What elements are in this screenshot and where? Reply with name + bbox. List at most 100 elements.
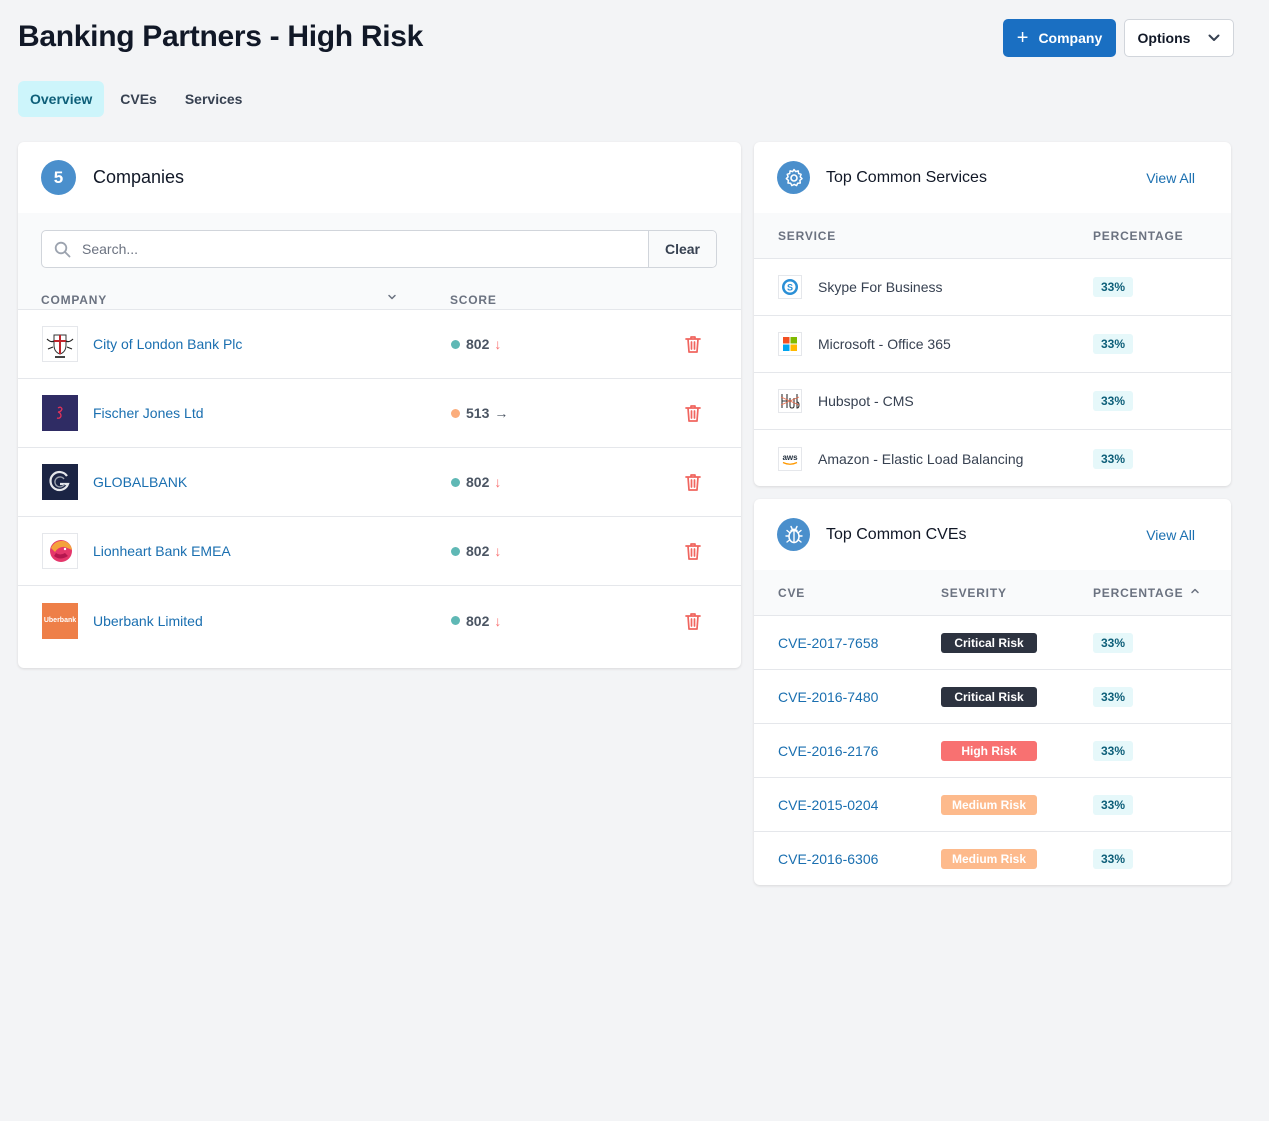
company-row: Uberbank Uberbank Limited 802 ↓ — [18, 586, 741, 655]
uberbank-logo: Uberbank — [42, 602, 78, 639]
column-header-score[interactable]: SCORE — [450, 293, 497, 307]
services-title: Top Common Services — [826, 168, 987, 186]
search-box: Clear — [41, 230, 717, 268]
companies-title: Companies — [93, 167, 185, 187]
skype-logo: S — [778, 275, 802, 299]
company-score: 802 ↓ — [451, 613, 501, 629]
column-header-company[interactable]: COMPANY — [41, 293, 108, 307]
trash-icon[interactable] — [683, 472, 703, 492]
score-status-dot — [451, 408, 460, 418]
cves-column-header: CVE SEVERITY PERCENTAGE — [754, 570, 1231, 616]
cve-id-link[interactable]: CVE-2016-7480 — [778, 688, 879, 705]
service-name: Hubspot - CMS — [818, 393, 914, 409]
cve-id-link[interactable]: CVE-2017-7658 — [778, 634, 879, 651]
score-status-dot — [451, 616, 460, 625]
trash-icon[interactable] — [683, 611, 703, 631]
service-row: S Skype For Business 33% — [754, 259, 1231, 316]
column-header-severity: SEVERITY — [941, 586, 1007, 600]
plus-icon: + — [1016, 27, 1029, 49]
percentage-badge: 33% — [1093, 334, 1134, 354]
score-status-dot — [451, 546, 460, 556]
chevron-up-icon[interactable] — [1190, 586, 1200, 596]
score-value: 802 — [466, 336, 490, 352]
service-name: Amazon - Elastic Load Balancing — [818, 450, 1024, 467]
tab-cves[interactable]: CVEs — [120, 91, 157, 107]
percentage-badge: 33% — [1093, 794, 1134, 815]
company-name-link[interactable]: GLOBALBANK — [93, 474, 188, 490]
severity-badge: High Risk — [941, 740, 1037, 761]
options-button[interactable]: Options — [1124, 19, 1234, 57]
aws-logo: aws — [778, 446, 802, 471]
top-services-card: Top Common Services View All SERVICE PER… — [754, 142, 1231, 486]
gear-icon — [777, 161, 810, 194]
arrow-down-icon: ↓ — [494, 543, 502, 559]
severity-badge: Medium Risk — [941, 849, 1037, 869]
search-input[interactable] — [82, 231, 648, 267]
tab-overview[interactable]: Overview — [18, 81, 105, 117]
cve-id-link[interactable]: CVE-2016-6306 — [778, 851, 879, 867]
clear-button[interactable]: Clear — [648, 231, 716, 267]
score-value: 513 — [466, 405, 490, 421]
score-value: 802 — [466, 543, 490, 559]
cve-row: CVE-2016-2176 High Risk 33% — [754, 724, 1231, 778]
globalbank-logo — [42, 464, 78, 500]
arrow-down-icon: ↓ — [494, 336, 502, 352]
services-column-header: SERVICE PERCENTAGE — [754, 213, 1231, 259]
severity-badge: Medium Risk — [941, 794, 1037, 815]
search-icon — [42, 241, 82, 258]
trash-icon[interactable] — [683, 334, 703, 354]
companies-search-area: Clear COMPANY SCORE — [18, 213, 741, 310]
company-row: GLOBALBANK 802 ↓ — [18, 448, 741, 517]
trash-icon[interactable] — [683, 541, 703, 561]
score-status-dot — [451, 477, 460, 487]
tab-bar: Overview CVEs Services — [18, 81, 258, 117]
column-header-percentage: PERCENTAGE — [1093, 229, 1184, 243]
companies-count-badge: 5 — [41, 160, 76, 195]
company-name-link[interactable]: Lionheart Bank EMEA — [93, 543, 231, 559]
services-header: Top Common Services View All — [754, 142, 1231, 213]
fischer-jones-logo — [42, 395, 78, 431]
percentage-badge: 33% — [1093, 632, 1134, 653]
service-row: Microsoft - Office 365 33% — [754, 316, 1231, 373]
severity-badge: Critical Risk — [941, 632, 1037, 653]
arrow-down-icon: ↓ — [494, 612, 502, 629]
percentage-badge: 33% — [1093, 849, 1134, 869]
percentage-badge: 33% — [1093, 740, 1134, 761]
chevron-down-icon — [1208, 34, 1220, 41]
severity-badge: Critical Risk — [941, 686, 1037, 707]
cve-row: CVE-2016-6306 Medium Risk 33% — [754, 832, 1231, 885]
company-name-link[interactable]: Fischer Jones Ltd — [93, 405, 204, 421]
score-value: 802 — [466, 474, 490, 490]
cve-row: CVE-2016-7480 Critical Risk 33% — [754, 670, 1231, 724]
company-row: Fischer Jones Ltd 513 → — [18, 379, 741, 448]
hubspot-logo — [778, 389, 802, 413]
company-score: 802 ↓ — [451, 474, 501, 490]
microsoft-logo — [778, 332, 802, 356]
percentage-badge: 33% — [1093, 277, 1134, 297]
company-score: 802 ↓ — [451, 336, 501, 352]
cves-view-all-link[interactable]: View All — [1146, 526, 1195, 543]
add-company-button[interactable]: + Company — [1003, 19, 1116, 57]
page-title: Banking Partners - High Risk — [18, 20, 424, 53]
service-row: Hubspot - CMS 33% — [754, 373, 1231, 430]
trash-icon[interactable] — [683, 403, 703, 423]
service-name: Microsoft - Office 365 — [818, 336, 951, 352]
sort-chevron-down-icon[interactable] — [387, 292, 397, 302]
cve-id-link[interactable]: CVE-2015-0204 — [778, 796, 879, 813]
services-view-all-link[interactable]: View All — [1146, 169, 1195, 186]
score-status-dot — [451, 339, 460, 349]
percentage-badge: 33% — [1093, 448, 1134, 469]
arrow-right-icon: → — [494, 405, 509, 421]
tab-services[interactable]: Services — [184, 91, 243, 107]
cve-id-link[interactable]: CVE-2016-2176 — [778, 742, 879, 759]
company-name-link[interactable]: Uberbank Limited — [93, 612, 203, 629]
percentage-badge: 33% — [1093, 391, 1134, 411]
column-header-percentage[interactable]: PERCENTAGE — [1093, 586, 1184, 600]
options-label: Options — [1137, 30, 1191, 46]
percentage-badge: 33% — [1093, 686, 1134, 707]
company-name-link[interactable]: City of London Bank Plc — [93, 336, 243, 352]
city-of-london-logo — [42, 326, 78, 362]
service-name: Skype For Business — [818, 279, 943, 295]
skype-logo-text: S — [787, 282, 793, 292]
arrow-down-icon: ↓ — [494, 474, 502, 490]
